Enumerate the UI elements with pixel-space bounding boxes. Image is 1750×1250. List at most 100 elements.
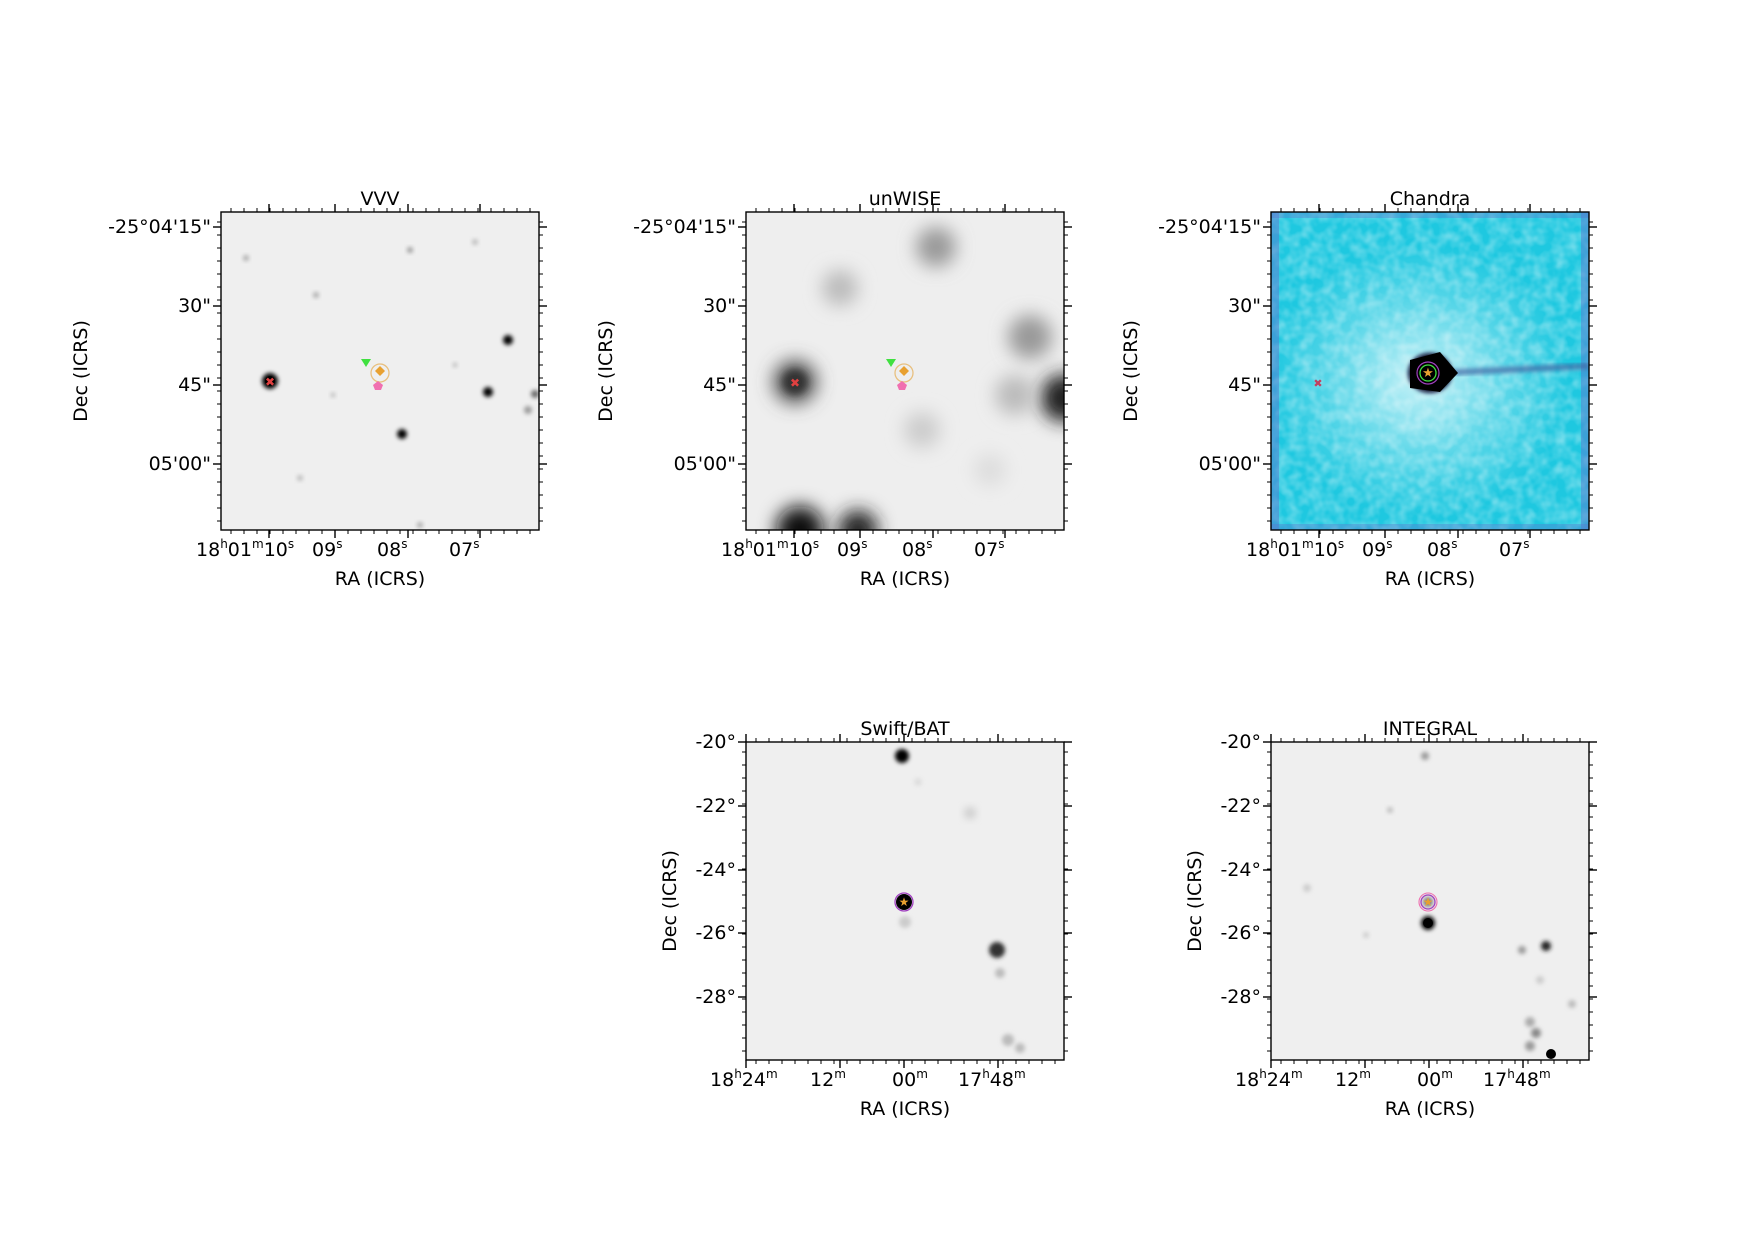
unwise-frame [745, 211, 1065, 531]
chandra-ylabel: Dec (ICRS) [1120, 320, 1142, 422]
vvv-xlabel: RA (ICRS) [335, 568, 425, 590]
chandra-xtick-label: 09s [1362, 537, 1392, 561]
panel-swift: ★ Swift/BAT -20° -22° -24° -26° -28° 18h… [659, 718, 1072, 1120]
integral-title: INTEGRAL [1383, 718, 1478, 740]
panel-chandra: ★ ✖ Chandra -25°04'15" 30" 45" 05'00" 18… [1120, 188, 1597, 590]
swift-frame [745, 741, 1065, 1061]
chandra-ytick-label: 05'00" [1199, 453, 1261, 475]
swift-xtick-label: 17h48m [958, 1067, 1026, 1091]
integral-xtick-label: 00m [1417, 1067, 1453, 1091]
integral-xtick-label: 17h48m [1483, 1067, 1551, 1091]
swift-ytick-label: -28° [695, 986, 736, 1008]
vvv-triangle-marker [361, 359, 371, 367]
chandra-xtick-label: 18h01m10s [1246, 537, 1344, 561]
panel-vvv: ✖ VVV -25°04'15" 30" 45" 05'00" 18h01m10… [70, 188, 547, 590]
chandra-frame [1270, 211, 1590, 531]
unwise-xtick-label: 18h01m10s [721, 537, 819, 561]
vvv-cross-marker: ✖ [265, 375, 275, 389]
unwise-xtick-label: 07s [974, 537, 1004, 561]
unwise-markers: ✖ [790, 359, 914, 390]
chandra-ticks [1263, 204, 1597, 538]
vvv-error-circle [370, 363, 390, 383]
chandra-star-marker: ★ [1422, 366, 1434, 381]
integral-error-circle [1418, 892, 1438, 912]
vvv-xtick-label: 08s [377, 537, 407, 561]
integral-star-marker: ★ [1423, 895, 1434, 909]
panel-integral: ★ INTEGRAL -20° -22° -24° -26° -28° 18h2… [1184, 718, 1597, 1120]
swift-sources [895, 749, 1025, 1053]
unwise-ticks [738, 204, 1072, 538]
chandra-ytick-label: -25°04'15" [1158, 216, 1261, 238]
unwise-ytick-label: 45" [703, 374, 736, 396]
vvv-markers: ✖ [265, 359, 390, 390]
integral-markers: ★ [1418, 892, 1438, 912]
vvv-title: VVV [361, 188, 400, 210]
swift-title: Swift/BAT [860, 718, 950, 740]
vvv-pentagon-marker [373, 381, 383, 390]
vvv-ytick-label: 30" [178, 295, 211, 317]
unwise-ytick-label: -25°04'15" [633, 216, 736, 238]
vvv-xtick-label: 18h01m10s [196, 537, 294, 561]
unwise-cross-marker: ✖ [790, 376, 800, 390]
integral-ticks [1263, 734, 1597, 1068]
unwise-pentagon-marker [897, 381, 907, 390]
swift-star-marker: ★ [899, 895, 910, 909]
chandra-ytick-label: 45" [1228, 374, 1261, 396]
integral-error-circle [1420, 894, 1436, 910]
swift-error-circle [894, 892, 914, 912]
panel-unwise: ✖ unWISE -25°04'15" 30" 45" 05'00" 18h01… [595, 188, 1072, 590]
chandra-xtick-label: 08s [1427, 537, 1457, 561]
swift-xlabel: RA (ICRS) [860, 1098, 950, 1120]
chandra-ytick-label: 30" [1228, 295, 1261, 317]
chandra-error-circle [1416, 361, 1440, 385]
chandra-xlabel: RA (ICRS) [1385, 568, 1475, 590]
integral-sources [1303, 752, 1576, 1059]
swift-ytick-label: -24° [695, 859, 736, 881]
unwise-error-circle [894, 363, 914, 383]
unwise-xlabel: RA (ICRS) [860, 568, 950, 590]
integral-xtick-label: 12m [1335, 1067, 1371, 1091]
integral-ytick-label: -22° [1220, 795, 1261, 817]
integral-xlabel: RA (ICRS) [1385, 1098, 1475, 1120]
chandra-xtick-label: 07s [1499, 537, 1529, 561]
vvv-ytick-label: -25°04'15" [108, 216, 211, 238]
integral-frame [1270, 741, 1590, 1061]
vvv-sources [243, 239, 539, 528]
vvv-frame [220, 211, 540, 531]
integral-ylabel: Dec (ICRS) [1184, 850, 1206, 952]
swift-markers: ★ [894, 892, 914, 912]
unwise-xtick-label: 08s [902, 537, 932, 561]
chandra-markers: ★ ✖ [1313, 361, 1440, 390]
unwise-title: unWISE [869, 188, 942, 210]
unwise-ytick-label: 05'00" [674, 453, 736, 475]
vvv-ytick-label: 45" [178, 374, 211, 396]
integral-ytick-label: -26° [1220, 922, 1261, 944]
integral-ytick-label: -20° [1220, 731, 1261, 753]
integral-ytick-label: -24° [1220, 859, 1261, 881]
integral-xtick-label: 18h24m [1235, 1067, 1303, 1091]
swift-ticks [738, 734, 1072, 1068]
chandra-title: Chandra [1390, 188, 1471, 210]
unwise-diamond-marker [899, 366, 909, 376]
chandra-cross-marker: ✖ [1313, 377, 1322, 390]
chandra-error-circle [1419, 364, 1437, 382]
swift-ytick-label: -26° [695, 922, 736, 944]
swift-xtick-label: 12m [810, 1067, 846, 1091]
swift-xtick-label: 18h24m [710, 1067, 778, 1091]
swift-ytick-label: -20° [695, 731, 736, 753]
swift-ytick-label: -22° [695, 795, 736, 817]
vvv-xtick-label: 07s [449, 537, 479, 561]
integral-ytick-label: -28° [1220, 986, 1261, 1008]
unwise-ytick-label: 30" [703, 295, 736, 317]
unwise-xtick-label: 09s [837, 537, 867, 561]
vvv-ticks [213, 204, 547, 538]
vvv-ylabel: Dec (ICRS) [70, 320, 92, 422]
swift-ylabel: Dec (ICRS) [659, 850, 681, 952]
unwise-triangle-marker [886, 359, 896, 367]
swift-xtick-label: 00m [892, 1067, 928, 1091]
vvv-ytick-label: 05'00" [149, 453, 211, 475]
vvv-xtick-label: 09s [312, 537, 342, 561]
unwise-ylabel: Dec (ICRS) [595, 320, 617, 422]
vvv-diamond-marker [375, 366, 385, 376]
